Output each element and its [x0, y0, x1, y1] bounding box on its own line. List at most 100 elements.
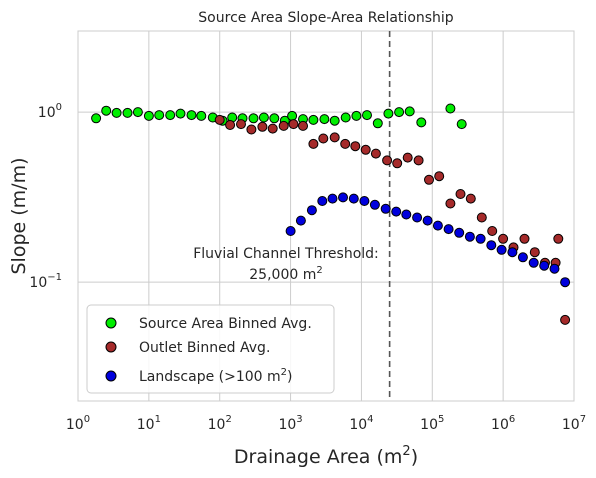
outlet-point — [236, 119, 246, 130]
source-area-point — [340, 112, 351, 123]
landscape-point — [391, 206, 402, 217]
source-area-point — [122, 107, 133, 118]
landscape-point — [306, 205, 317, 216]
source-area-point — [165, 110, 176, 121]
threshold-label-line2: 25,000 m2 — [249, 265, 322, 283]
landscape-point — [549, 263, 560, 274]
x-tick-label: 104 — [349, 414, 373, 433]
outlet-point — [392, 158, 403, 169]
outlet-point — [560, 314, 571, 325]
outlet-point — [424, 174, 434, 185]
outlet-point — [214, 114, 225, 125]
outlet-point — [529, 247, 540, 258]
source-area-point — [404, 106, 415, 117]
landscape-point — [454, 227, 465, 238]
legend-marker-landscape — [105, 370, 117, 382]
source-area-point — [111, 107, 122, 118]
source-area-point — [456, 119, 467, 130]
x-tick-label: 107 — [562, 414, 586, 433]
legend: Source Area Binned Avg. Outlet Binned Av… — [86, 304, 335, 394]
x-tick-label: 103 — [278, 414, 302, 433]
outlet-point — [257, 121, 268, 132]
landscape-point — [507, 247, 518, 258]
source-area-point — [248, 113, 259, 124]
source-area-point — [329, 115, 340, 126]
source-area-point — [143, 110, 154, 121]
landscape-point — [528, 257, 539, 268]
outlet-point — [553, 233, 564, 244]
source-area-point — [287, 110, 298, 121]
outlet-point — [278, 120, 289, 131]
source-area-point — [372, 118, 383, 129]
landscape-point — [317, 196, 328, 206]
legend-marker-source — [105, 317, 117, 329]
landscape-point — [348, 193, 359, 204]
outlet-point — [476, 212, 487, 223]
landscape-point — [285, 226, 296, 236]
y-tick-label: 100 — [38, 102, 62, 121]
landscape-point — [338, 192, 348, 203]
outlet-point — [382, 155, 393, 166]
outlet-point — [329, 132, 340, 143]
source-area-point — [308, 114, 319, 125]
chart-title: Source Area Slope-Area Relationship — [198, 10, 454, 26]
landscape-point — [475, 233, 486, 244]
landscape-point — [443, 224, 454, 235]
source-area-point — [394, 107, 405, 118]
landscape-point — [359, 196, 370, 206]
x-axis-ticks: 100 101 102 103 104 105 106 107 — [66, 414, 586, 433]
legend-label-landscape: Landscape (>100 m2) — [139, 367, 293, 385]
y-axis-label: Slope (m/m) — [8, 158, 30, 275]
source-area-point — [101, 105, 112, 116]
y-axis-ticks: 100 10−1 — [29, 102, 62, 291]
outlet-point — [455, 189, 466, 199]
landscape-point — [560, 277, 571, 288]
outlet-point — [318, 133, 329, 144]
threshold-label-line1: Fluvial Channel Threshold: — [193, 246, 379, 262]
y-tick-label: 10−1 — [29, 272, 62, 291]
outlet-point — [246, 124, 257, 135]
landscape-point — [432, 220, 443, 231]
landscape-point — [539, 260, 550, 271]
x-axis-label: Drainage Area (m2) — [234, 444, 418, 468]
outlet-point — [360, 144, 371, 155]
legend-label-source: Source Area Binned Avg. — [139, 316, 312, 332]
source-area-point — [362, 110, 372, 121]
outlet-point — [350, 141, 361, 152]
source-area-point — [383, 108, 394, 119]
source-area-point — [91, 113, 102, 124]
landscape-point — [401, 209, 412, 220]
source-area-point — [416, 117, 427, 128]
source-area-point — [269, 113, 280, 124]
source-area-point — [196, 110, 207, 121]
source-area-point — [154, 110, 165, 121]
landscape-point — [496, 244, 507, 255]
outlet-point — [225, 120, 236, 130]
landscape-point — [295, 215, 306, 226]
outlet-point — [267, 123, 278, 134]
landscape-point — [327, 193, 338, 204]
landscape-point — [380, 203, 391, 214]
outlet-point — [498, 233, 509, 244]
x-tick-label: 105 — [420, 414, 444, 433]
plot-frame — [77, 30, 575, 402]
source-area-point — [351, 110, 362, 121]
source-area-point — [258, 112, 269, 123]
outlet-point — [288, 119, 299, 130]
source-area-point — [132, 107, 143, 118]
source-area-point — [186, 110, 197, 121]
outlet-point — [340, 138, 351, 149]
outlet-point — [519, 233, 530, 244]
legend-marker-outlet — [105, 341, 117, 353]
legend-box — [86, 304, 335, 394]
x-tick-label: 101 — [137, 414, 161, 433]
x-tick-label: 102 — [208, 414, 232, 433]
outlet-point — [370, 148, 381, 159]
outlet-point — [445, 198, 456, 209]
source-area-point — [175, 108, 186, 119]
outlet-point — [434, 171, 445, 182]
outlet-point — [465, 193, 476, 204]
landscape-point — [486, 240, 497, 251]
landscape-point — [517, 252, 528, 263]
